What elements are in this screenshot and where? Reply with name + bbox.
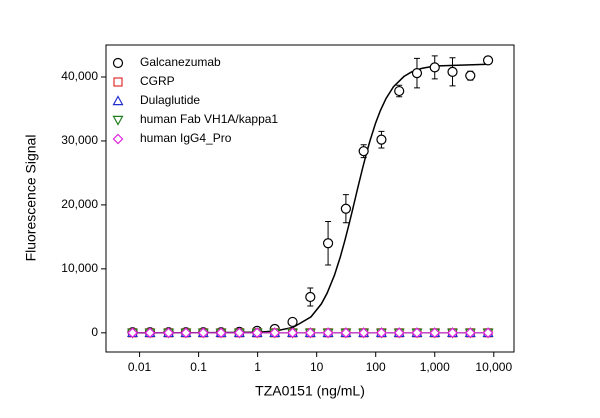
legend-marker	[112, 133, 124, 145]
y-tick-label: 10,000	[61, 261, 98, 275]
point	[251, 327, 263, 339]
x-tick-label: 0.1	[190, 360, 207, 374]
y-tick-label: 30,000	[61, 133, 98, 147]
legend-marker	[112, 115, 124, 126]
point	[287, 327, 298, 339]
x-tick-label: 0.01	[128, 360, 152, 374]
point	[376, 134, 387, 145]
point	[144, 327, 156, 339]
point	[393, 327, 405, 339]
point	[447, 327, 458, 339]
point	[127, 327, 138, 339]
point	[482, 327, 494, 339]
y-tick-label: 0	[91, 325, 98, 339]
point	[340, 203, 351, 214]
point	[305, 291, 316, 303]
x-tick-label: 10,000	[475, 360, 512, 374]
point	[411, 327, 423, 339]
legend-marker	[112, 95, 124, 106]
legend-marker	[112, 57, 124, 69]
point	[411, 68, 423, 79]
y-axis-label: Fluorescence Signal	[23, 135, 39, 262]
point	[358, 327, 370, 339]
point	[287, 316, 298, 328]
point	[482, 55, 494, 66]
point	[429, 62, 440, 73]
point	[465, 70, 476, 81]
legend-label: Dulaglutide	[140, 93, 200, 107]
y-tick-label: 40,000	[61, 69, 98, 83]
point	[429, 327, 441, 339]
point	[358, 146, 369, 157]
point	[304, 327, 316, 339]
point	[180, 327, 192, 339]
point	[269, 327, 281, 339]
point	[464, 327, 476, 339]
y-tick-label: 20,000	[61, 197, 98, 211]
x-tick-label: 1,000	[420, 360, 450, 374]
x-tick-label: 1	[254, 360, 261, 374]
point	[215, 327, 227, 339]
legend-label: human IgG4_Pro	[140, 131, 232, 145]
point	[447, 66, 458, 77]
point	[376, 327, 387, 339]
legend-label: human Fab VH1A/kappa1	[140, 112, 278, 126]
legend-label: Galcanezumab	[140, 55, 221, 69]
point	[197, 327, 209, 339]
x-tick-label: 100	[366, 360, 386, 374]
fit-curve	[132, 63, 489, 334]
point	[163, 327, 174, 339]
legend-label: CGRP	[140, 74, 175, 88]
x-axis-label: TZA0151 (ng/mL)	[255, 383, 365, 399]
x-tick-label: 10	[310, 360, 324, 374]
plot-frame	[105, 44, 515, 353]
point	[394, 85, 405, 97]
legend-marker	[113, 77, 123, 87]
point	[322, 327, 334, 339]
point	[340, 327, 352, 339]
point	[322, 238, 334, 249]
point	[234, 327, 245, 339]
